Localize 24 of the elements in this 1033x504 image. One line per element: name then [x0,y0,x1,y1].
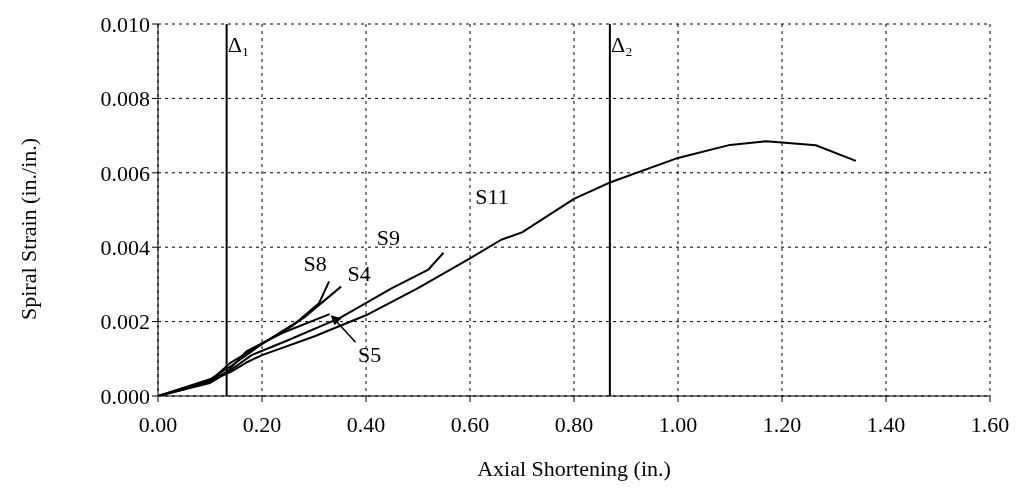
x-tick-label: 1.40 [866,411,906,437]
series-label: S9 [376,224,401,250]
x-axis-title: Axial Shortening (in.) [477,456,671,481]
y-tick-label: 0.010 [100,11,150,37]
y-tick-label: 0.006 [100,160,150,186]
x-tick-label: 0.40 [346,411,386,437]
ref-line-label: Δ₁ [227,31,250,57]
series-label: S8 [303,251,327,277]
x-tick-label: 0.00 [138,411,178,437]
legend-label: S5 [357,342,382,368]
x-tick-label: 1.60 [970,411,1010,437]
series-label: S4 [347,260,371,286]
x-tick-label: 0.80 [554,411,594,437]
y-tick-label: 0.000 [100,383,150,409]
x-tick-label: 1.00 [658,411,698,437]
y-tick-label: 0.008 [100,86,150,112]
x-tick-label: 1.20 [762,411,802,437]
x-tick-label: 0.20 [242,411,282,437]
y-tick-label: 0.002 [100,309,150,335]
x-tick-label: 0.60 [450,411,490,437]
y-tick-label: 0.004 [100,235,150,261]
series-label: S11 [475,184,509,210]
ref-line-label: Δ₂ [610,31,633,57]
y-axis-title: Spiral Strain (in./in.) [15,137,41,320]
